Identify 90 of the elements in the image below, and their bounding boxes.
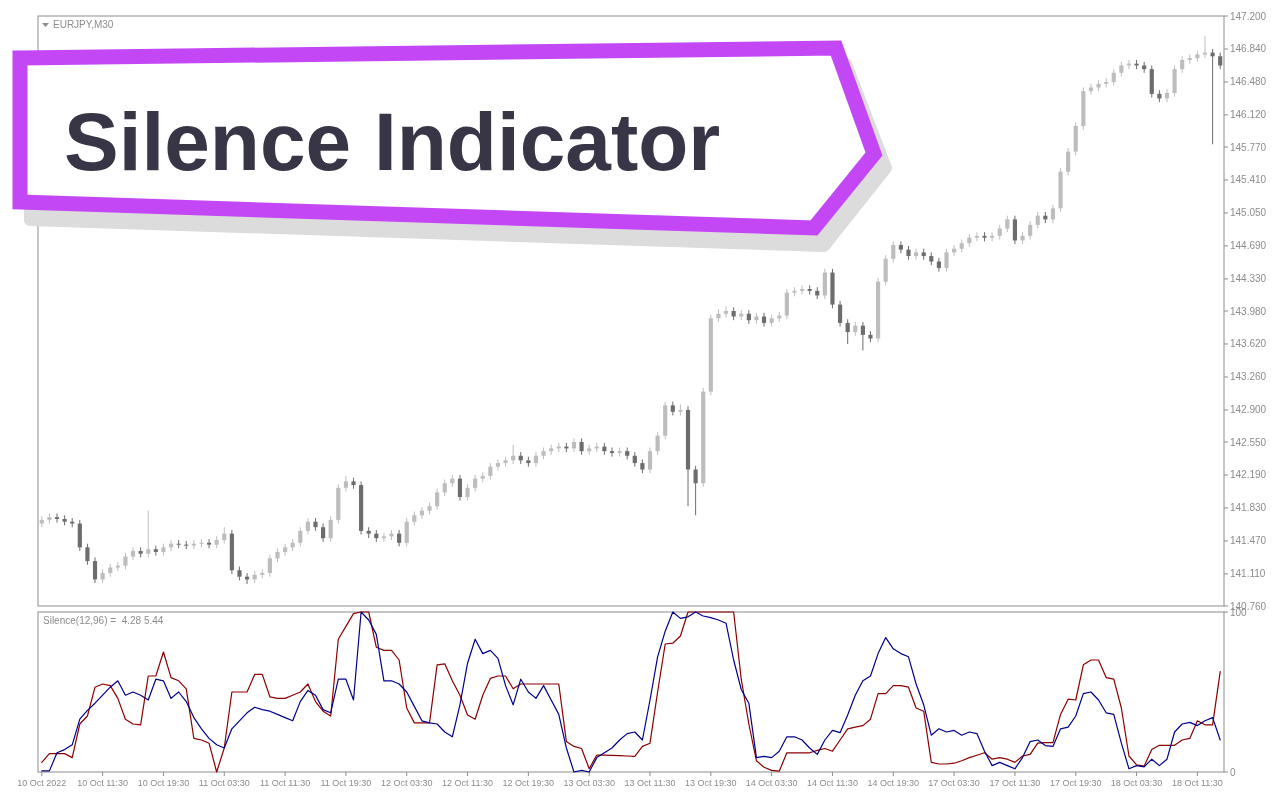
candlestick bbox=[1172, 64, 1177, 98]
candlestick bbox=[1028, 220, 1033, 241]
y-tick-label: 145.050 bbox=[1230, 207, 1267, 219]
candlestick bbox=[609, 447, 615, 458]
y-tick-label: 143.620 bbox=[1230, 338, 1267, 350]
y-tick-label: 141.830 bbox=[1230, 502, 1267, 514]
candlestick bbox=[914, 248, 919, 261]
candlestick bbox=[282, 543, 288, 557]
y-tick-label: 142.900 bbox=[1230, 404, 1267, 416]
y-tick-label: 146.120 bbox=[1230, 109, 1267, 121]
x-tick-label: 14 Oct 03:30 bbox=[745, 778, 798, 788]
y-tick-label: 141.110 bbox=[1230, 568, 1266, 580]
y-tick-label: 142.550 bbox=[1230, 436, 1267, 448]
candlestick bbox=[898, 240, 903, 254]
y-tick-label: 147.200 bbox=[1230, 10, 1267, 22]
x-tick-label: 11 Oct 11:30 bbox=[259, 778, 311, 788]
candlestick bbox=[305, 517, 310, 536]
candlestick bbox=[267, 554, 272, 578]
y-tick-label: 142.190 bbox=[1230, 469, 1267, 481]
x-tick-label: 18 Oct 11:30 bbox=[1171, 778, 1223, 788]
candlestick bbox=[206, 538, 212, 549]
x-tick-label: 13 Oct 11:30 bbox=[624, 778, 676, 788]
line-series bbox=[41, 611, 1221, 773]
candlestick bbox=[404, 517, 409, 547]
y-tick-label: 146.480 bbox=[1230, 76, 1267, 88]
candlestick bbox=[343, 475, 348, 492]
chart-title: Silence(12,96) = 4.28 5.44 bbox=[43, 615, 164, 626]
candlestick bbox=[845, 318, 850, 345]
y-tick-label: 143.980 bbox=[1230, 305, 1267, 317]
x-tick-label: 14 Oct 19:30 bbox=[867, 778, 920, 788]
y-tick-label: 143.260 bbox=[1230, 371, 1267, 383]
candlestick bbox=[837, 300, 843, 328]
arrow-banner: Silence Indicator bbox=[12, 40, 892, 252]
x-tick-label: 17 Oct 03:30 bbox=[928, 778, 980, 788]
y-tick-label: 145.410 bbox=[1230, 174, 1267, 186]
candlestick bbox=[990, 231, 995, 242]
x-tick-label: 11 Oct 03:30 bbox=[198, 778, 250, 788]
candlestick bbox=[944, 248, 949, 273]
candlestick bbox=[328, 515, 333, 543]
candlestick bbox=[723, 305, 729, 318]
candlestick bbox=[974, 231, 980, 242]
candlestick bbox=[1050, 204, 1056, 224]
candlestick bbox=[799, 284, 805, 296]
candlestick bbox=[92, 556, 98, 584]
x-tick-label: 17 Oct 19:30 bbox=[1049, 778, 1102, 788]
candlestick bbox=[647, 447, 653, 474]
candlestick bbox=[146, 510, 151, 558]
candlestick bbox=[533, 451, 539, 468]
candlestick bbox=[1066, 147, 1071, 176]
x-tick-label: 10 Oct 19:30 bbox=[137, 778, 190, 788]
candlestick bbox=[891, 240, 896, 263]
candlestick bbox=[1012, 215, 1018, 245]
x-tick-label: 12 Oct 11:30 bbox=[442, 778, 493, 788]
candlestick bbox=[191, 539, 196, 550]
chart-title: EURJPY,M30 bbox=[53, 19, 114, 30]
candlestick bbox=[298, 526, 303, 547]
x-tick-label: 10 Oct 2022 bbox=[17, 778, 67, 788]
candlestick bbox=[85, 543, 90, 566]
candlestick bbox=[693, 465, 698, 516]
candlestick bbox=[381, 532, 387, 543]
x-tick-label: 18 Oct 03:30 bbox=[1110, 778, 1163, 788]
y-tick-label: 141.470 bbox=[1230, 535, 1267, 547]
candlestick bbox=[495, 458, 501, 471]
candlestick bbox=[130, 546, 136, 561]
x-tick-label: 13 Oct 03:30 bbox=[563, 778, 615, 788]
candlestick bbox=[883, 254, 888, 286]
candlestick bbox=[77, 519, 82, 552]
candlestick bbox=[457, 474, 463, 502]
candlestick bbox=[784, 288, 789, 320]
candlestick bbox=[822, 268, 827, 300]
y-tick-label: 144.330 bbox=[1230, 273, 1267, 285]
x-tick-label: 11 Oct 19:30 bbox=[320, 778, 372, 788]
x-tick-label: 13 Oct 19:30 bbox=[685, 778, 737, 788]
candlestick bbox=[1088, 83, 1094, 96]
x-tick-label: 12 Oct 19:30 bbox=[502, 778, 555, 788]
candlestick bbox=[655, 431, 660, 456]
candlestick bbox=[321, 523, 326, 543]
x-tick-label: 12 Oct 03:30 bbox=[380, 778, 433, 788]
y-tick-label: 145.770 bbox=[1230, 141, 1267, 153]
x-tick-label: 10 Oct 11:30 bbox=[77, 778, 129, 788]
candlestick bbox=[54, 512, 60, 524]
x-tick-label: 17 Oct 11:30 bbox=[989, 778, 1041, 788]
x-tick-label: 14 Oct 11:30 bbox=[807, 778, 858, 788]
candlestick bbox=[761, 312, 767, 328]
y-tick-label: 0 bbox=[1230, 766, 1236, 778]
candlestick bbox=[860, 321, 865, 351]
y-tick-label: 146.840 bbox=[1230, 43, 1267, 55]
y-tick-label: 144.690 bbox=[1230, 240, 1267, 252]
annotation: Silence Indicator bbox=[64, 96, 721, 187]
candlestick bbox=[435, 488, 440, 511]
